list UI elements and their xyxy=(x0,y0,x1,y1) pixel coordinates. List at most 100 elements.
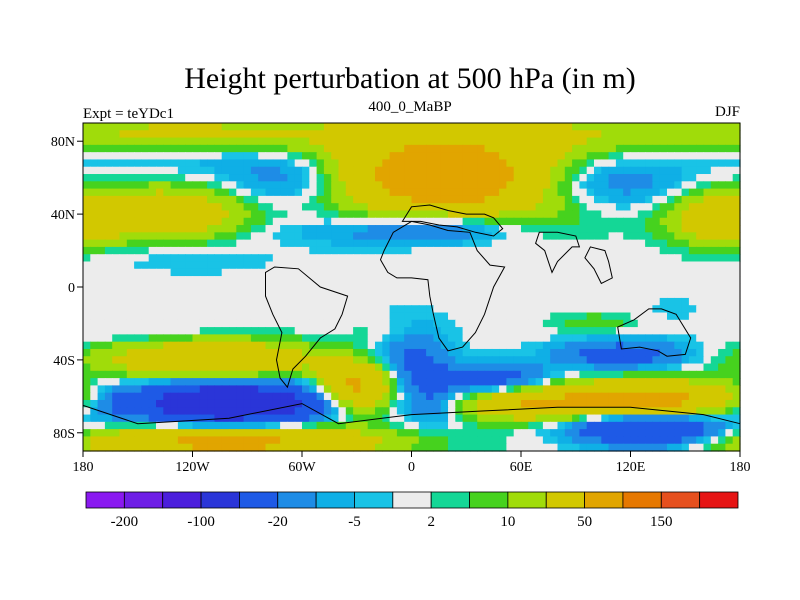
colorbar-swatch xyxy=(392,491,432,509)
field-cell xyxy=(345,152,354,161)
field-cell xyxy=(418,276,427,284)
field-cell xyxy=(433,232,442,241)
field-cell xyxy=(484,276,493,284)
field-cell xyxy=(360,429,369,438)
coastline xyxy=(401,204,504,237)
field-cell xyxy=(725,334,734,343)
field-cell xyxy=(309,363,318,372)
colorbar-swatch xyxy=(123,491,164,509)
field-cell xyxy=(513,166,522,175)
field-cell xyxy=(469,363,478,372)
field-cell xyxy=(323,297,332,306)
field-cell xyxy=(389,341,398,350)
field-cell xyxy=(353,290,361,299)
field-cell xyxy=(126,268,135,277)
field-cell xyxy=(645,130,653,139)
field-cell xyxy=(521,203,529,212)
field-cell xyxy=(535,399,544,408)
field-cell xyxy=(382,327,391,335)
field-cell xyxy=(287,195,296,204)
field-cell xyxy=(396,443,405,452)
field-cell xyxy=(331,130,340,139)
field-cell xyxy=(659,334,668,343)
field-cell xyxy=(404,144,413,153)
field-cell xyxy=(338,210,347,219)
field-cell xyxy=(353,225,361,233)
field-cell xyxy=(586,239,595,248)
field-cell xyxy=(287,312,296,321)
field-cell xyxy=(294,370,303,379)
field-cell xyxy=(455,246,464,255)
field-cell xyxy=(550,421,559,430)
field-cell xyxy=(681,305,690,314)
field-cell xyxy=(389,327,398,335)
field-cell xyxy=(396,217,405,226)
field-cell xyxy=(287,268,296,277)
field-cell xyxy=(148,356,157,365)
field-cell xyxy=(156,436,164,445)
field-cell xyxy=(331,152,340,161)
field-cell xyxy=(360,312,369,321)
field-cell xyxy=(141,130,150,139)
field-cell xyxy=(265,268,274,277)
field-cell xyxy=(323,232,332,241)
field-cell xyxy=(469,305,478,314)
field-cell xyxy=(243,327,252,335)
field-cell xyxy=(448,356,456,365)
field-cell xyxy=(652,421,661,430)
field-cell xyxy=(667,246,675,255)
field-cell xyxy=(718,421,726,430)
field-cell xyxy=(630,356,639,365)
field-cell xyxy=(615,130,624,139)
field-cell xyxy=(477,378,486,386)
field-cell xyxy=(426,130,434,139)
field-cell xyxy=(426,159,434,168)
field-cell xyxy=(404,159,413,168)
y-tick-label: 40N xyxy=(51,208,75,223)
field-cell xyxy=(630,414,639,423)
field-cell xyxy=(688,188,697,197)
field-cell xyxy=(126,399,135,408)
field-cell xyxy=(484,123,493,131)
field-cell xyxy=(418,268,427,277)
field-cell xyxy=(506,261,515,270)
field-cell xyxy=(338,268,347,277)
field-cell xyxy=(732,268,741,277)
field-cell xyxy=(491,341,500,350)
field-cell xyxy=(557,203,566,212)
field-cell xyxy=(396,181,405,190)
field-cell xyxy=(667,181,675,190)
field-cell xyxy=(426,137,434,146)
field-cell xyxy=(163,414,172,423)
field-cell xyxy=(542,414,551,423)
field-cell xyxy=(484,429,493,438)
field-cell xyxy=(608,174,617,182)
field-cell xyxy=(265,378,274,386)
field-cell xyxy=(462,290,471,299)
field-cell xyxy=(280,443,288,452)
field-cell xyxy=(177,429,186,438)
field-cell xyxy=(623,137,632,146)
field-cell xyxy=(710,232,719,241)
field-cell xyxy=(732,370,741,379)
field-cell xyxy=(652,297,661,306)
field-cell xyxy=(499,305,507,314)
field-cell xyxy=(338,414,347,423)
field-cell xyxy=(608,399,617,408)
field-cell xyxy=(199,305,208,314)
field-cell xyxy=(564,152,573,161)
field-cell xyxy=(440,429,449,438)
field-cell xyxy=(484,283,493,292)
field-cell xyxy=(309,341,318,350)
field-cell xyxy=(623,348,632,357)
coastline xyxy=(265,266,349,389)
field-cell xyxy=(528,370,537,379)
field-cell xyxy=(557,188,566,197)
field-cell xyxy=(338,144,347,153)
field-cell xyxy=(652,232,661,241)
field-cell xyxy=(294,414,303,423)
field-cell xyxy=(404,385,413,394)
field-cell xyxy=(331,385,340,394)
field-cell xyxy=(469,166,478,175)
